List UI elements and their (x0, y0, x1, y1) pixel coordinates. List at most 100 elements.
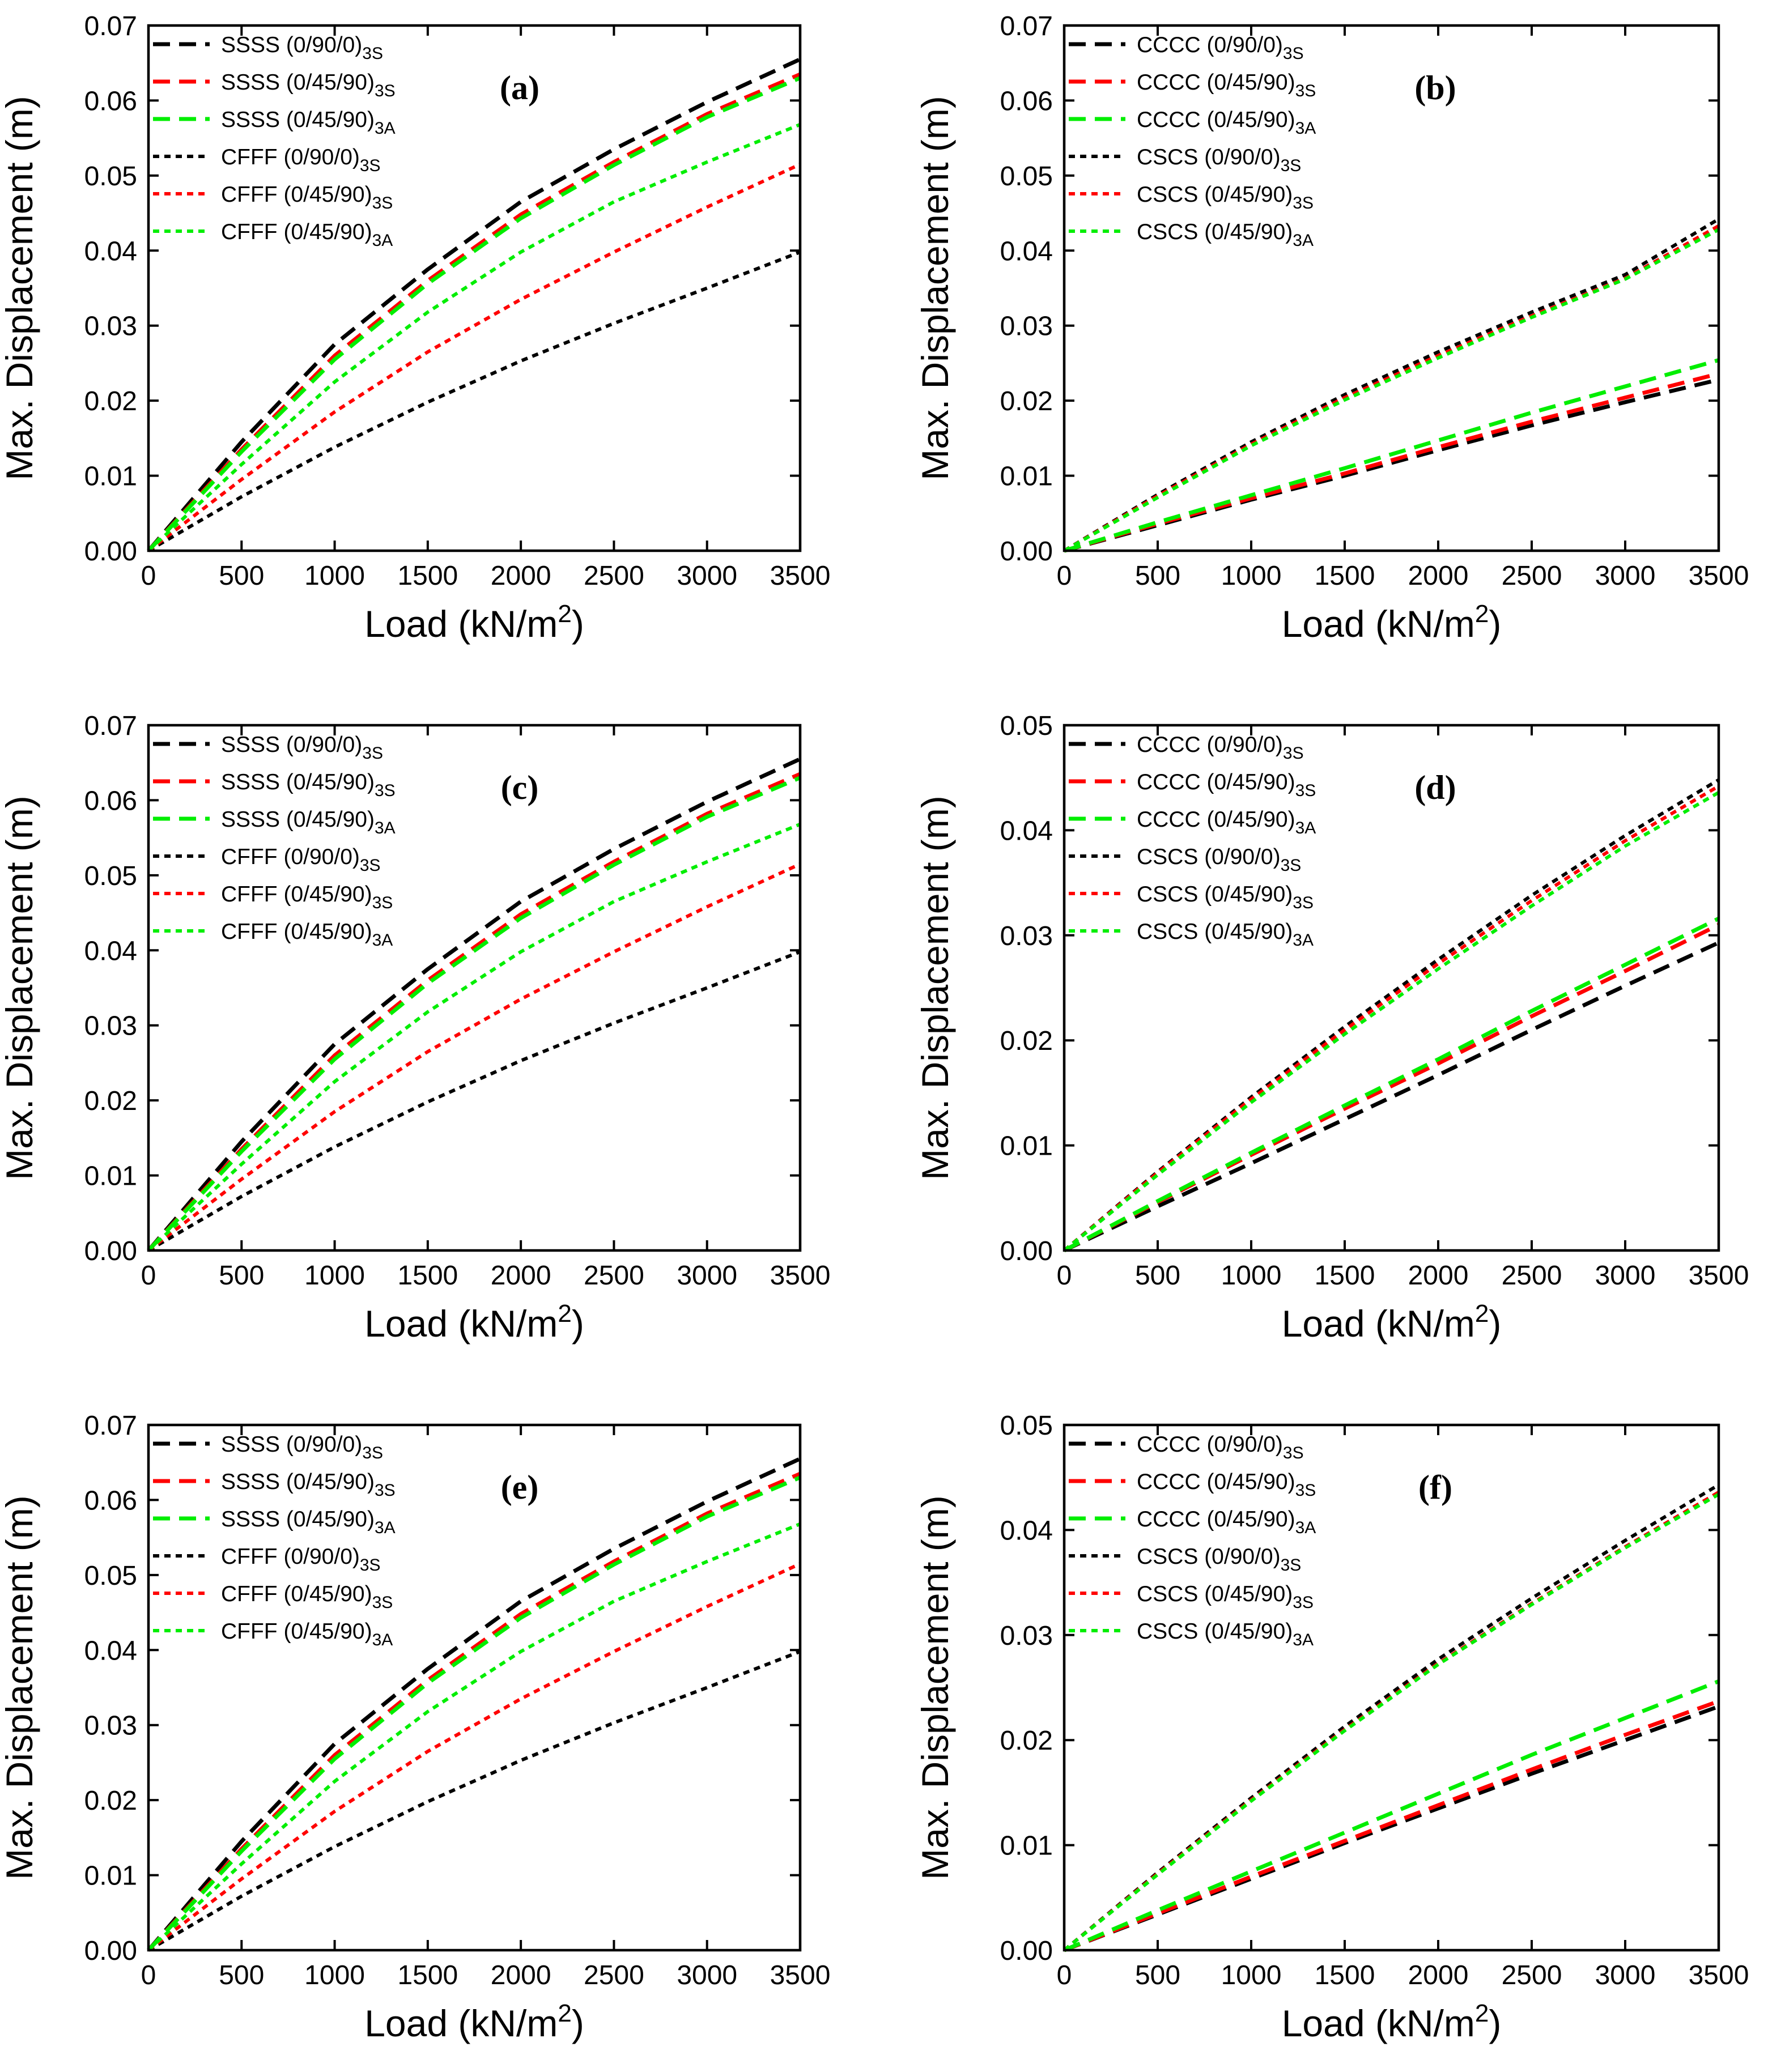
legend-subscript: 3A (1293, 231, 1314, 250)
legend-subscript: 3S (372, 894, 393, 912)
legend-subscript: 3S (372, 194, 393, 212)
x-tick-label: 1000 (1221, 1960, 1282, 1990)
legend-name: SSSS (0/45/90) (221, 1507, 375, 1531)
legend-label-3: CFFF (0/90/0)3S (221, 145, 381, 175)
legend-label-1: CCCC (0/45/90)3S (1137, 770, 1316, 800)
x-tick-label: 2000 (1408, 1960, 1469, 1990)
x-tick-label: 2500 (1502, 1261, 1562, 1291)
y-tick-label: 0.00 (84, 1236, 137, 1266)
legend-subscript: 3S (1293, 194, 1314, 212)
legend-label-1: CCCC (0/45/90)3S (1137, 70, 1316, 100)
series-line-3 (147, 1650, 801, 1952)
y-axis-title: Max. Displacement (m) (0, 795, 40, 1180)
series-line-4 (147, 163, 801, 552)
legend-name: SSSS (0/45/90) (221, 770, 375, 794)
legend-label-2: SSSS (0/45/90)3A (221, 1507, 396, 1537)
legend-name: CCCC (0/45/90) (1137, 770, 1295, 794)
series-group (1063, 778, 1720, 1253)
legend-name: CCCC (0/45/90) (1137, 807, 1295, 832)
y-tick-label: 0.03 (1000, 1621, 1053, 1651)
y-tick-label: 0.04 (84, 236, 137, 266)
legend-name: CSCS (0/45/90) (1137, 1582, 1293, 1606)
x-tick-label: 1500 (1315, 1261, 1375, 1291)
x-tick-label: 1000 (304, 561, 365, 591)
x-axis-title-text: Load (kN/m (1282, 2002, 1475, 2044)
legend-label-5: CFFF (0/45/90)3A (221, 1619, 393, 1649)
legend-label-2: SSSS (0/45/90)3A (221, 807, 396, 837)
legend-subscript: 3S (362, 744, 383, 763)
y-tick-label: 0.04 (1000, 816, 1053, 846)
legend-subscript: 3S (360, 156, 381, 175)
legend-name: CSCS (0/90/0) (1137, 1545, 1281, 1569)
y-tick-label: 0.07 (1000, 11, 1053, 41)
x-tick-label: 0 (141, 1960, 156, 1990)
series-line-4 (147, 1562, 801, 1952)
legend-label-4: CFFF (0/45/90)3S (221, 182, 393, 212)
legend-label-5: CFFF (0/45/90)3A (221, 220, 393, 250)
y-tick-label: 0.00 (84, 537, 137, 567)
y-tick-label: 0.06 (1000, 86, 1053, 116)
legend-subscript: 3S (1293, 894, 1314, 912)
legend-label-2: CCCC (0/45/90)3A (1137, 807, 1316, 837)
y-tick-label: 0.01 (1000, 1131, 1053, 1161)
y-tick-label: 0.05 (84, 1561, 137, 1591)
panel-label: (b) (1414, 69, 1456, 107)
y-tick-label: 0.07 (84, 1411, 137, 1441)
legend-name: CCCC (0/45/90) (1137, 1470, 1295, 1494)
legend-subscript: 3A (375, 819, 396, 837)
legend-subscript: 3S (1281, 856, 1302, 875)
series-line-2 (147, 1475, 801, 1952)
legend-name: CSCS (0/90/0) (1137, 145, 1281, 169)
x-axis-title-sup: 2 (1475, 1300, 1489, 1328)
y-tick-label: 0.01 (84, 1161, 137, 1192)
y-tick-label: 0.07 (84, 711, 137, 741)
x-tick-label: 500 (219, 1261, 264, 1291)
legend-subscript: 3A (372, 931, 393, 950)
series-line-5 (147, 1522, 801, 1952)
chart-panel-d: 0 500 1000 1500 2000 2500 3000 3500 0.00 0.01 0.02… (914, 711, 1749, 1345)
y-tick-label: 0.01 (84, 462, 137, 492)
series-line-5 (1063, 228, 1720, 552)
y-tick-label: 0.03 (84, 312, 137, 342)
x-axis-title: Load (kN/m2) (1282, 1300, 1502, 1345)
series-line-3 (147, 250, 801, 552)
x-tick-label: 0 (141, 561, 156, 591)
legend-name: CCCC (0/45/90) (1137, 1507, 1295, 1531)
legend-subscript: 3S (375, 781, 396, 800)
legend-label-2: CCCC (0/45/90)3A (1137, 108, 1316, 138)
x-tick-label: 1000 (304, 1261, 365, 1291)
x-axis-title: Load (kN/m2) (364, 1999, 584, 2044)
y-tick-label: 0.03 (84, 1011, 137, 1041)
x-axis-title-close: ) (572, 603, 584, 645)
legend-name: CSCS (0/45/90) (1137, 882, 1293, 907)
x-axis-title-text: Load (kN/m (364, 603, 558, 645)
x-tick-label: 0 (1057, 1261, 1072, 1291)
panel-label: (a) (500, 69, 539, 107)
x-tick-label: 1000 (1221, 561, 1282, 591)
legend-name: CFFF (0/90/0) (221, 145, 360, 169)
legend-label-2: CCCC (0/45/90)3A (1137, 1507, 1316, 1537)
x-tick-label: 1000 (1221, 1261, 1282, 1291)
x-tick-label: 3500 (1689, 1960, 1749, 1990)
legend-name: CSCS (0/45/90) (1137, 182, 1293, 207)
y-tick-label: 0.02 (1000, 1026, 1053, 1056)
y-tick-label: 0.03 (1000, 921, 1053, 951)
y-tick-label: 0.00 (1000, 537, 1053, 567)
series-line-2 (1063, 1679, 1720, 1952)
legend-subscript: 3S (1283, 744, 1304, 763)
x-tick-label: 3000 (677, 1960, 737, 1990)
panel-label: (d) (1414, 769, 1456, 806)
legend-subscript: 3S (1295, 82, 1316, 100)
series-line-2 (1063, 916, 1720, 1253)
y-tick-label: 0.06 (84, 86, 137, 116)
x-tick-label: 1500 (397, 561, 458, 591)
x-tick-label: 2000 (491, 561, 551, 591)
legend-label-4: CSCS (0/45/90)3S (1137, 1582, 1314, 1612)
legend-label-4: CFFF (0/45/90)3S (221, 882, 393, 912)
y-tick-label: 0.03 (84, 1711, 137, 1741)
x-axis-title-text: Load (kN/m (364, 2002, 558, 2044)
x-axis-title: Load (kN/m2) (364, 1300, 584, 1345)
